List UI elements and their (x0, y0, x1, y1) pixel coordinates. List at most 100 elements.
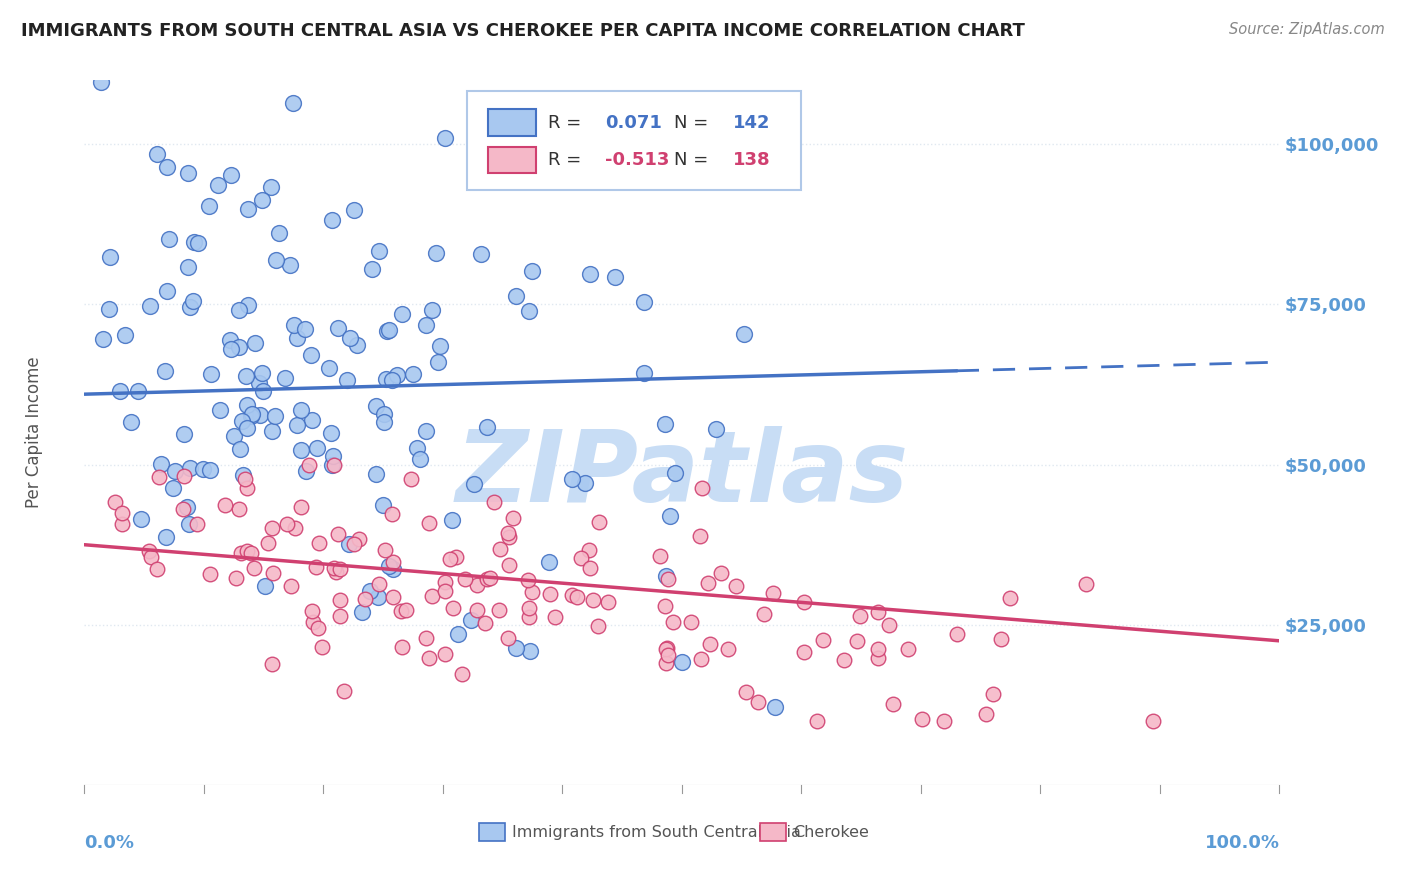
Point (155, 531, 177, 545)
Point (219, 168, 242, 182)
Point (498, 525, 520, 540)
Point (280, 578, 302, 592)
Point (488, 603, 510, 617)
Point (367, 590, 389, 604)
Point (478, 571, 501, 585)
Point (574, 476, 596, 491)
Point (866, 605, 889, 619)
Point (387, 368, 409, 382)
Point (378, 322, 401, 336)
Point (186, 517, 208, 532)
Point (322, 458, 344, 472)
Point (179, 461, 201, 475)
Point (290, 500, 312, 515)
Point (240, 546, 263, 560)
Point (690, 652, 713, 666)
Point (236, 398, 259, 412)
Point (301, 412, 323, 426)
Point (381, 555, 404, 569)
Point (420, 589, 443, 603)
FancyBboxPatch shape (467, 91, 801, 189)
Point (139, 550, 162, 565)
Point (434, 131, 457, 145)
Point (336, 373, 359, 387)
Point (155, 363, 177, 377)
Point (516, 573, 538, 587)
Point (280, 258, 302, 272)
Point (505, 640, 527, 655)
Point (690, 481, 713, 495)
Point (659, 509, 682, 524)
Point (325, 565, 347, 579)
Text: ZIPatlas: ZIPatlas (456, 426, 908, 524)
Point (233, 472, 256, 486)
Point (343, 202, 366, 217)
Point (311, 640, 333, 655)
Point (405, 442, 427, 456)
Point (290, 442, 312, 457)
Point (156, 160, 179, 174)
Point (733, 326, 755, 341)
Point (262, 657, 284, 671)
Point (294, 322, 316, 336)
Point (236, 544, 259, 558)
FancyBboxPatch shape (488, 109, 536, 136)
Point (866, 651, 889, 665)
Text: 0.071: 0.071 (606, 113, 662, 131)
Point (229, 546, 252, 560)
Point (793, 645, 815, 659)
Point (295, 464, 318, 478)
Point (173, 427, 195, 442)
Point (415, 424, 437, 438)
Point (232, 468, 254, 483)
Point (90, 75, 112, 89)
Point (177, 517, 200, 532)
Text: R =: R = (548, 113, 588, 131)
Point (724, 579, 747, 593)
Point (352, 606, 374, 620)
Point (422, 303, 444, 318)
Point (262, 566, 284, 580)
Point (415, 318, 437, 332)
Point (219, 342, 242, 356)
Point (236, 421, 259, 435)
Point (150, 457, 173, 471)
Text: Immigrants from South Central Asia: Immigrants from South Central Asia (512, 825, 801, 839)
Point (382, 590, 405, 604)
Point (179, 300, 201, 314)
Point (298, 458, 321, 472)
Text: Cherokee: Cherokee (793, 825, 869, 839)
Point (519, 644, 541, 658)
Point (276, 516, 298, 531)
Point (706, 422, 728, 436)
Point (339, 330, 361, 344)
Point (284, 521, 307, 535)
Point (689, 529, 711, 543)
Point (176, 500, 198, 514)
Point (343, 537, 366, 551)
Point (654, 599, 676, 613)
Point (181, 294, 204, 309)
Point (198, 198, 221, 212)
Point (207, 178, 229, 193)
Point (254, 579, 277, 593)
Point (366, 399, 388, 413)
Point (813, 632, 835, 647)
Point (460, 613, 482, 627)
Point (598, 595, 620, 609)
Point (735, 684, 758, 698)
Point (371, 498, 394, 512)
Point (439, 552, 461, 566)
Point (434, 574, 457, 589)
Point (148, 469, 170, 483)
Point (409, 451, 432, 466)
Point (163, 463, 186, 477)
Point (260, 180, 283, 194)
Point (146, 562, 169, 576)
Point (127, 384, 149, 399)
Point (98, 250, 121, 264)
Point (240, 407, 263, 421)
Point (395, 602, 418, 616)
Point (367, 577, 389, 591)
Point (661, 615, 683, 629)
